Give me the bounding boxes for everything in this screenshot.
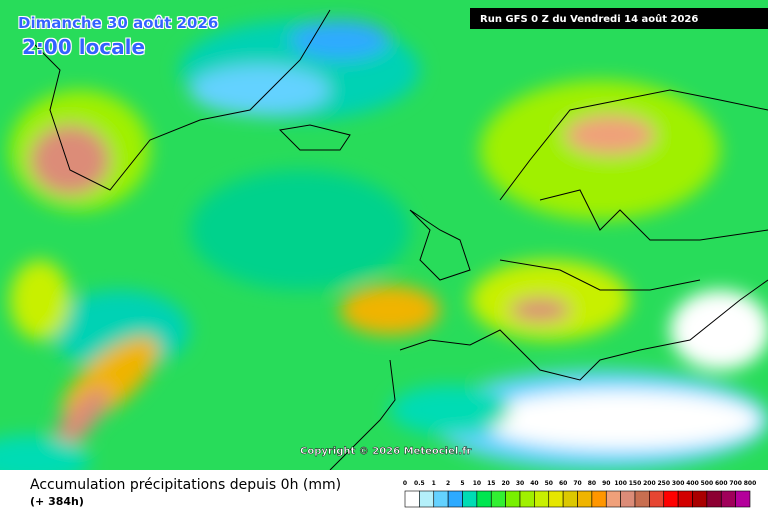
legend-label: 30 [516, 480, 524, 487]
legend-label: 1 [432, 480, 436, 487]
legend-swatch [663, 490, 679, 508]
map-date: Dimanche 30 août 2026 [18, 14, 218, 32]
legend-swatch [404, 490, 420, 508]
legend-swatch [419, 490, 435, 508]
legend-label: 250 [657, 480, 670, 487]
legend-swatch [692, 490, 708, 508]
legend-label: 300 [672, 480, 685, 487]
legend-swatch [476, 490, 492, 508]
legend-label: 40 [530, 480, 538, 487]
legend-label: 80 [588, 480, 596, 487]
legend-swatch [490, 490, 506, 508]
legend-title: Accumulation précipitations depuis 0h (m… [30, 477, 341, 493]
legend-swatch [706, 490, 722, 508]
legend-swatch [577, 490, 593, 508]
legend-swatch [433, 490, 449, 508]
legend-swatch [447, 490, 463, 508]
legend-label: 800 [744, 480, 757, 487]
legend-swatch [548, 490, 564, 508]
run-box [470, 8, 768, 29]
legend-label: 50 [545, 480, 553, 487]
legend-label: 400 [686, 480, 699, 487]
legend-swatch [505, 490, 521, 508]
legend-label: 20 [501, 480, 509, 487]
legend-swatch [634, 490, 650, 508]
color-scale: 0 0.5 1 2 5 10 15 20 30 40 50 60 70 80 90 100 150 200 250 3… [403, 480, 757, 508]
legend-swatch [562, 490, 578, 508]
legend-label: 60 [559, 480, 567, 487]
legend-swatch [591, 490, 607, 508]
legend-label: 10 [473, 480, 481, 487]
legend-label: 5 [460, 480, 464, 487]
legend-label: 2 [446, 480, 450, 487]
legend-label: 500 [701, 480, 714, 487]
legend-swatch [720, 490, 736, 508]
legend-label: 200 [643, 480, 656, 487]
map [0, 0, 768, 485]
legend-swatch [462, 490, 478, 508]
legend-swatch [519, 490, 535, 508]
legend-label: 0.5 [414, 480, 425, 487]
run-info: Run GFS 0 Z du Vendredi 14 août 2026 [480, 13, 698, 25]
legend-label: 100 [614, 480, 627, 487]
legend-label: 0 [403, 480, 407, 487]
legend-swatch [534, 490, 550, 508]
legend-swatch [605, 490, 621, 508]
legend-label: 90 [602, 480, 610, 487]
legend-label: 600 [715, 480, 728, 487]
legend-swatch [620, 490, 636, 508]
legend-swatch [677, 490, 693, 508]
legend-swatch [735, 490, 751, 508]
legend-label: 70 [573, 480, 581, 487]
legend-label: 150 [629, 480, 642, 487]
legend-label: 15 [487, 480, 495, 487]
legend-label: 700 [729, 480, 742, 487]
legend-subtitle: (+ 384h) [30, 495, 84, 508]
map-time: 2:00 locale [22, 35, 145, 59]
copyright: Copyright © 2026 Meteociel.fr [300, 446, 471, 457]
legend-swatch [649, 490, 665, 508]
